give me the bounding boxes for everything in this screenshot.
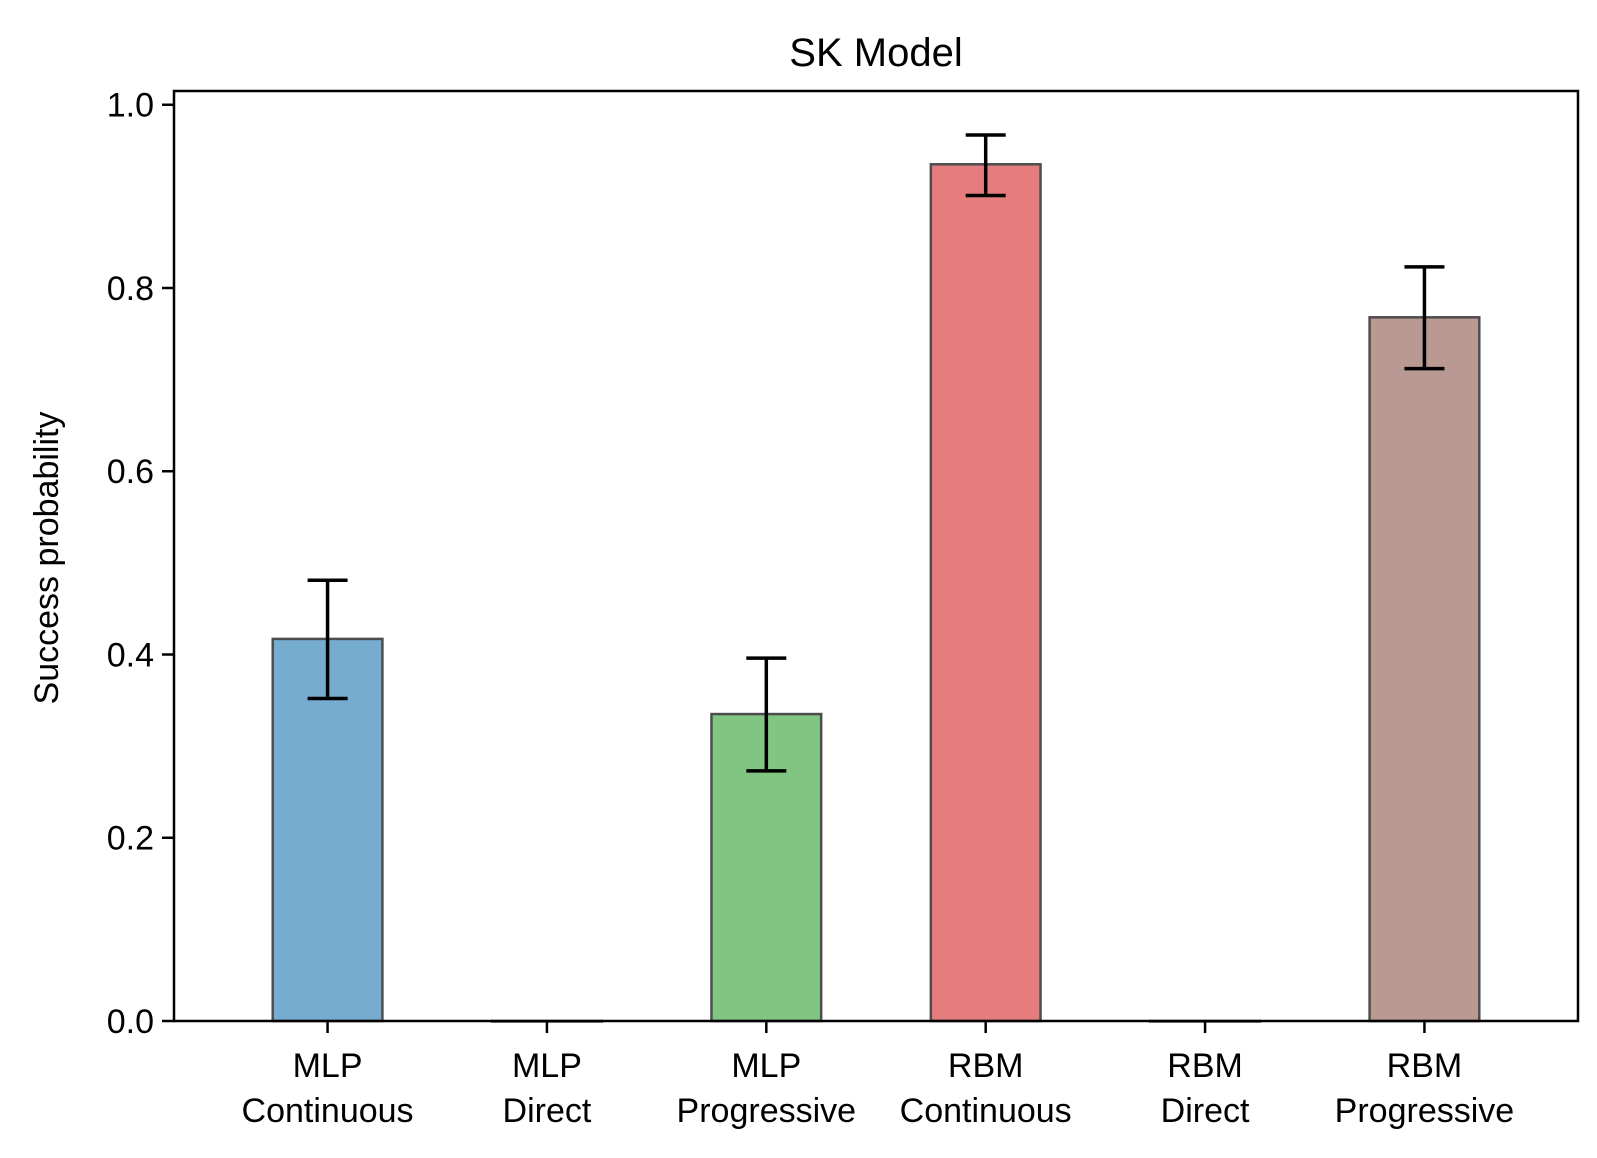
- y-tick-label-2: 0.4: [107, 636, 154, 674]
- x-tick-label-0-0: MLP: [293, 1047, 363, 1085]
- y-tick-label-4: 0.8: [107, 270, 154, 308]
- error-bars-group: [307, 133, 1445, 773]
- bar-3: [929, 163, 1042, 1023]
- bars-group: [271, 163, 1481, 1023]
- y-axis-label: Success probability: [28, 412, 66, 705]
- x-tick-label-4-0: RBM: [1167, 1047, 1243, 1085]
- x-tick-label-1-0: MLP: [512, 1047, 582, 1085]
- x-tick-label-1-1: Direct: [503, 1092, 592, 1130]
- x-tick-label-4-1: Direct: [1161, 1092, 1250, 1130]
- error-bar-2: [746, 656, 787, 773]
- y-tick-label-0: 0.0: [107, 1003, 154, 1041]
- y-tick-label-5: 1.0: [107, 87, 154, 125]
- plot-frame: [172, 89, 1580, 1023]
- error-bar-5: [1404, 265, 1445, 371]
- x-axis: MLP Continuous MLP Direct MLP Progressive RBM C…: [242, 1021, 1515, 1130]
- x-tick-label-2-0: MLP: [731, 1047, 801, 1085]
- x-tick-label-5-1: Progressive: [1335, 1092, 1515, 1130]
- x-tick-label-2-1: Progressive: [677, 1092, 857, 1130]
- y-tick-label-1: 0.2: [107, 820, 154, 858]
- x-tick-label-0-1: Continuous: [242, 1092, 414, 1130]
- bar-0: [271, 637, 384, 1023]
- error-bar-0: [307, 578, 348, 701]
- bar-5: [1368, 316, 1481, 1023]
- x-tick-label-3-1: Continuous: [900, 1092, 1072, 1130]
- error-bar-3: [965, 133, 1006, 198]
- chart-title: SK Model: [789, 31, 962, 75]
- x-tick-label-5-0: RBM: [1387, 1047, 1463, 1085]
- y-tick-label-3: 0.6: [107, 453, 154, 491]
- x-tick-label-3-0: RBM: [948, 1047, 1024, 1085]
- y-axis: 0.0 0.2 0.4 0.6 0.8 1.0: [107, 87, 174, 1041]
